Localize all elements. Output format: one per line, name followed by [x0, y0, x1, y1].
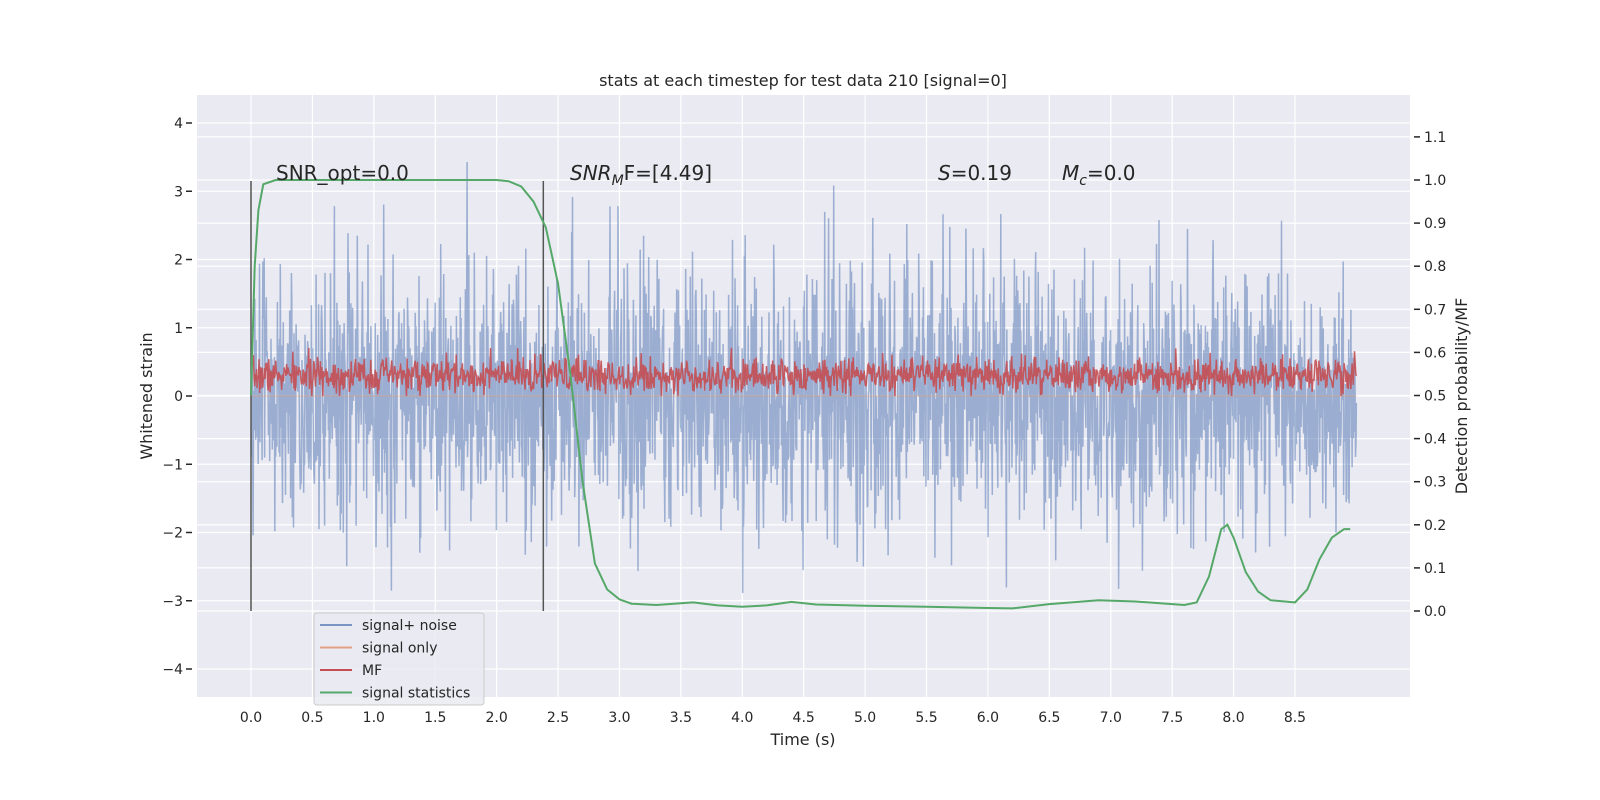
- series-mf: [250, 347, 1358, 397]
- y-axis-label: Whitened strain: [137, 332, 156, 459]
- y-tick-label: −4: [162, 662, 183, 678]
- x-tick-label: 8.5: [1284, 710, 1306, 726]
- legend-label: signal only: [362, 641, 437, 657]
- legend-label: signal statistics: [362, 686, 470, 702]
- x-tick-label: 7.5: [1161, 710, 1183, 726]
- y-tick-label: −2: [162, 526, 183, 542]
- series-signal-noise: [250, 161, 1358, 594]
- y-tick-label: 3: [174, 184, 183, 200]
- y-right-tick-label: 0.6: [1424, 345, 1446, 361]
- y-right-tick-label: 0.7: [1424, 302, 1446, 318]
- y-tick-label: 0: [174, 389, 183, 405]
- y-tick-label: 2: [174, 253, 183, 269]
- x-tick-label: 3.0: [608, 710, 630, 726]
- chart-title: stats at each timestep for test data 210…: [599, 71, 1007, 90]
- annotation-s: S=0.19: [938, 161, 1012, 185]
- x-tick-label: 4.0: [731, 710, 753, 726]
- x-tick-label: 1.5: [424, 710, 446, 726]
- x-tick-label: 1.0: [363, 710, 385, 726]
- x-tick-label: 6.0: [977, 710, 999, 726]
- s-value: =0.19: [951, 161, 1012, 185]
- x-tick-label: 7.0: [1100, 710, 1122, 726]
- legend-box: [313, 612, 485, 706]
- snr-subscript: M: [612, 173, 624, 189]
- x-axis-label: Time (s): [769, 730, 835, 749]
- y-right-tick-label: 0.8: [1424, 259, 1446, 275]
- mc-symbol: M: [1062, 161, 1079, 185]
- y-axis-right-label: Detection probability/MF: [1452, 298, 1471, 495]
- y-tick-label: 1: [174, 321, 183, 337]
- series-signal-statistics: [250, 179, 1351, 610]
- x-tick-label: 6.5: [1038, 710, 1060, 726]
- series-layer: [250, 161, 1358, 611]
- y-tick-label: −1: [162, 457, 183, 473]
- x-tick-label: 0.0: [240, 710, 262, 726]
- x-tick-label: 0.5: [301, 710, 323, 726]
- y-right-tick-label: 1.1: [1424, 130, 1446, 146]
- legend-label: MF: [362, 663, 382, 679]
- annotation-mc: Mc=0.0: [1062, 161, 1136, 189]
- y-right-tick-label: 0.3: [1424, 475, 1446, 491]
- y-right-tick-label: 0.9: [1424, 216, 1446, 232]
- legend: signal+ noise signal only MF signal statist…: [313, 612, 485, 706]
- mc-value: =0.0: [1087, 161, 1136, 185]
- annotation-snr-mf: SNRMF=[4.49]: [570, 161, 712, 189]
- x-tick-label: 2.5: [547, 710, 569, 726]
- ticks: 0.0 0.5 1.0 1.5 2.0 2.5 3.0 3.5 4.0 4.5 5.0 5.5 6.0 6…: [162, 116, 1446, 726]
- y-tick-label: 4: [174, 116, 183, 132]
- annotation-snr-opt: SNR_opt=0.0: [276, 161, 409, 185]
- x-tick-label: 3.5: [670, 710, 692, 726]
- y-right-tick-label: 1.0: [1424, 173, 1446, 189]
- y-right-tick-label: 0.5: [1424, 389, 1446, 405]
- x-tick-label: 5.5: [915, 710, 937, 726]
- x-tick-label: 8.0: [1222, 710, 1244, 726]
- y-right-tick-label: 0.0: [1424, 604, 1446, 620]
- mc-subscript: c: [1079, 173, 1087, 189]
- y-right-tick-label: 0.2: [1424, 518, 1446, 534]
- x-tick-label: 5.0: [854, 710, 876, 726]
- snr-symbol: SNR: [570, 161, 612, 185]
- x-tick-label: 4.5: [793, 710, 815, 726]
- y-right-tick-label: 0.1: [1424, 561, 1446, 577]
- y-right-tick-label: 0.4: [1424, 432, 1446, 448]
- x-tick-label: 2.0: [486, 710, 508, 726]
- s-symbol: S: [938, 161, 951, 185]
- snr-mf-value: F=[4.49]: [624, 161, 712, 185]
- legend-label: signal+ noise: [362, 618, 457, 634]
- y-tick-label: −3: [162, 594, 183, 610]
